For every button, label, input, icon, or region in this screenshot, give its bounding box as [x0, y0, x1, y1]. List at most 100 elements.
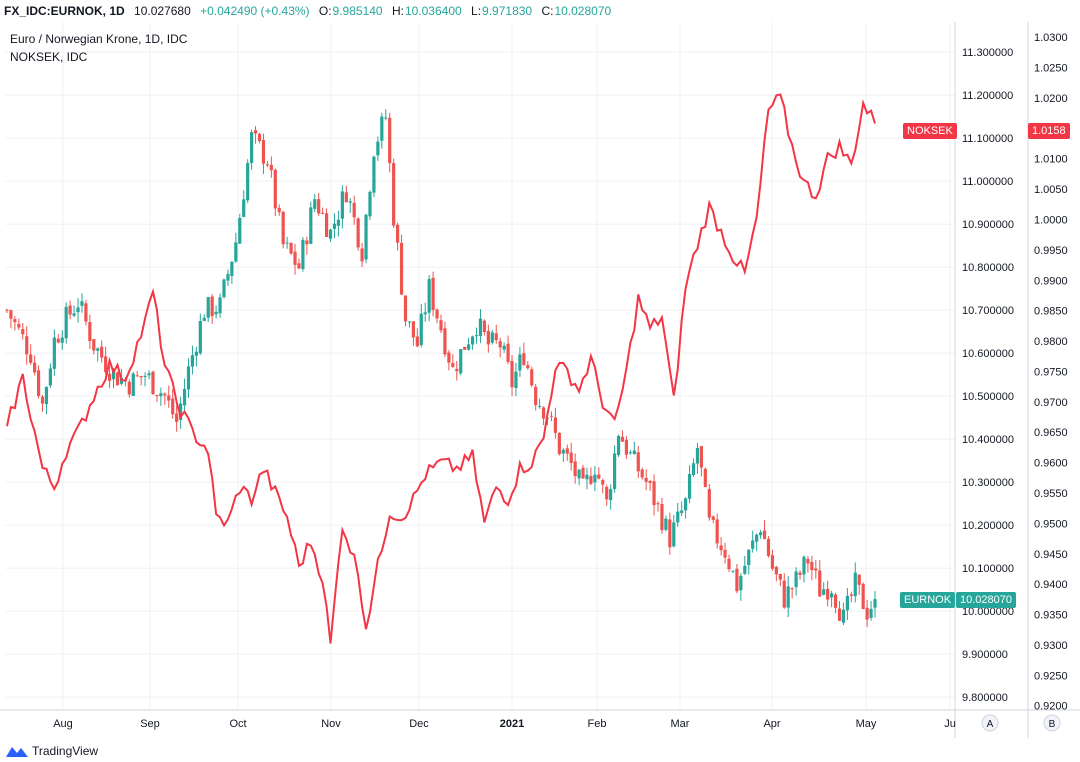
candle-body — [40, 396, 45, 404]
candle-body — [119, 377, 124, 384]
candle-body — [538, 405, 542, 407]
candle-body — [104, 356, 108, 373]
candle-body — [526, 365, 530, 369]
compare-axis-tick-label: 0.9600 — [1034, 458, 1068, 470]
candle-body — [758, 532, 763, 536]
candle-body — [699, 446, 703, 468]
candle-body — [419, 313, 423, 346]
candle-body — [723, 549, 727, 558]
legend-main-series[interactable]: Euro / Norwegian Krone, 1D, IDC — [10, 32, 188, 46]
candle-body — [364, 214, 368, 260]
candle-body — [44, 387, 49, 405]
eurnok-price-badge: 10.028070 — [956, 592, 1016, 608]
time-axis-tick-label: Ju — [944, 718, 956, 730]
second-scale-button-label: B — [1049, 719, 1056, 730]
candle-body — [238, 217, 242, 244]
compare-axis-tick-label: 1.0100 — [1034, 154, 1068, 166]
price-change: +0.042490 (+0.43%) — [200, 4, 310, 18]
candle-body — [577, 469, 581, 479]
candle-body — [447, 352, 451, 363]
candle-body — [431, 277, 435, 311]
candle-body — [186, 366, 191, 390]
candle-body — [597, 474, 601, 479]
candle-body — [340, 191, 344, 219]
candle-body — [384, 117, 388, 119]
legend-compare-series[interactable]: NOKSEK, IDC — [10, 50, 88, 64]
candle-body — [206, 297, 210, 318]
candle-body — [585, 474, 589, 480]
candle-body — [423, 312, 427, 315]
candle-body — [549, 415, 554, 417]
price-chart[interactable]: 11.300000 11.200000 11.100000 11.000000 10.9… — [0, 22, 1080, 738]
candle-body — [841, 609, 846, 623]
candle-body — [250, 132, 254, 163]
candle-body — [234, 242, 238, 262]
price-axis-tick-label: 10.800000 — [962, 262, 1014, 274]
second-scale-button[interactable] — [1043, 714, 1061, 732]
candle-body — [376, 141, 380, 156]
candle-body — [668, 519, 672, 548]
price-axis-tick-label: 10.700000 — [962, 305, 1014, 317]
tradingview-brand[interactable]: TradingView — [6, 744, 98, 758]
candle-body — [467, 344, 471, 350]
candle-body — [218, 297, 222, 314]
candle-body — [127, 381, 131, 395]
candle-body — [253, 130, 258, 134]
candle-body — [751, 540, 755, 549]
candle-body — [107, 373, 112, 381]
candle-body — [869, 608, 873, 618]
compare-axis-tick-label: 1.0050 — [1034, 184, 1068, 196]
candle-body — [72, 313, 76, 316]
candle-body — [707, 489, 711, 518]
candle-body — [52, 337, 56, 369]
candle-body — [845, 595, 849, 611]
candle-body — [739, 575, 743, 591]
tradingview-logo-icon — [6, 747, 28, 757]
compare-axis-tick-label: 0.9900 — [1034, 275, 1068, 287]
candle-body — [147, 373, 151, 376]
candle-body — [194, 351, 198, 356]
symbol-name[interactable]: FX_IDC:EURNOK, 1D — [4, 4, 125, 18]
time-axis-tick-label: Aug — [53, 718, 73, 730]
candle-body — [703, 468, 707, 488]
candle-body — [837, 608, 842, 621]
auto-scale-button[interactable] — [981, 714, 999, 732]
candle-body — [427, 279, 431, 313]
candle-body — [175, 413, 179, 422]
candle-body — [226, 273, 230, 281]
candle-body — [399, 242, 404, 295]
candle-body — [494, 333, 498, 341]
candle-body — [352, 202, 356, 218]
candle-body — [861, 583, 865, 610]
candle-body — [687, 474, 692, 499]
candle-body — [561, 449, 565, 454]
candle-body — [581, 467, 585, 479]
candle-body — [620, 436, 625, 442]
candle-body — [628, 452, 632, 454]
candle-body — [321, 212, 325, 214]
candle-body — [115, 372, 120, 386]
candle-body — [348, 201, 352, 203]
candle-body — [609, 489, 613, 501]
candle-body — [328, 229, 333, 239]
price-axis-tick-label: 11.100000 — [962, 133, 1013, 145]
candle-body — [368, 191, 372, 217]
candle-body — [242, 199, 246, 217]
candle-body — [246, 162, 250, 201]
candle-body — [151, 371, 155, 395]
candle-body — [143, 375, 147, 377]
candle-body — [822, 589, 826, 595]
candle-body — [766, 538, 771, 556]
symbol-header: FX_IDC:EURNOK, 1D 10.027680 +0.042490 (+… — [0, 0, 1080, 22]
price-axis-tick-label: 9.900000 — [962, 649, 1008, 661]
candle-body — [719, 545, 723, 551]
candle-body — [257, 133, 262, 142]
candle-body — [660, 504, 664, 531]
candle-body — [281, 211, 285, 245]
candle-body — [482, 320, 486, 333]
candle-body — [411, 321, 415, 338]
candle-body — [360, 248, 364, 262]
candle-body — [459, 349, 463, 374]
candle-body — [790, 588, 794, 590]
candle-body — [474, 335, 479, 337]
